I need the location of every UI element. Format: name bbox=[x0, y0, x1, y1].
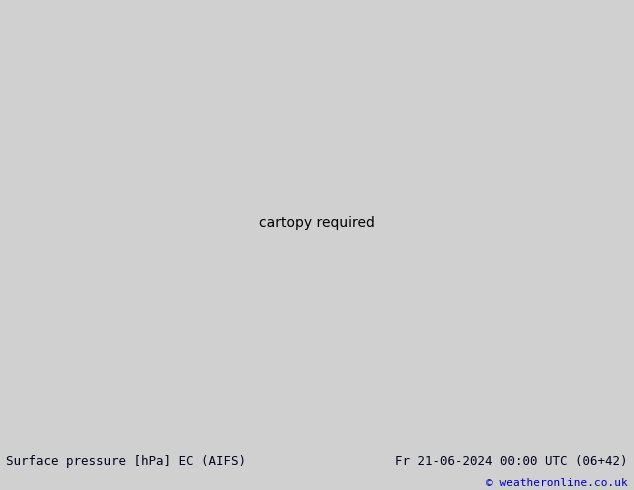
Text: Fr 21-06-2024 00:00 UTC (06+42): Fr 21-06-2024 00:00 UTC (06+42) bbox=[395, 455, 628, 468]
Text: © weatheronline.co.uk: © weatheronline.co.uk bbox=[486, 478, 628, 488]
Text: Surface pressure [hPa] EC (AIFS): Surface pressure [hPa] EC (AIFS) bbox=[6, 455, 247, 468]
Text: cartopy required: cartopy required bbox=[259, 216, 375, 230]
